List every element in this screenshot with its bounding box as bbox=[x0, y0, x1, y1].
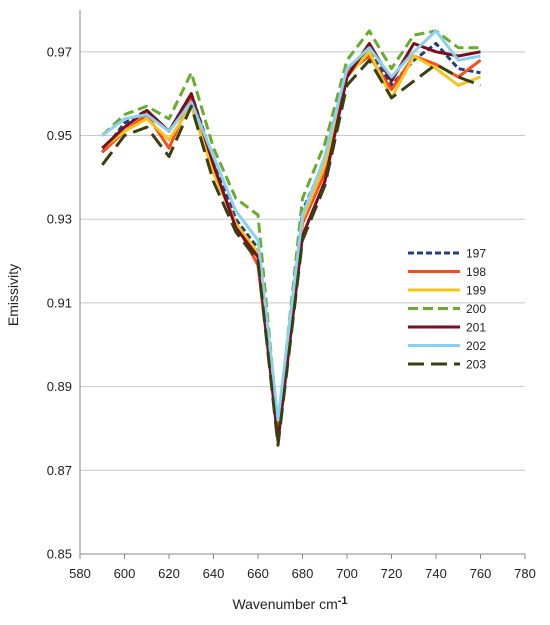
y-tick-label: 0.87 bbox=[47, 463, 72, 478]
x-axis-title-superscript: -1 bbox=[338, 595, 348, 607]
series-line-199 bbox=[101, 50, 482, 426]
x-tick-label: 760 bbox=[470, 566, 492, 581]
series-line-200 bbox=[101, 29, 481, 430]
x-tick-label: 780 bbox=[514, 566, 536, 581]
legend-label-199: 199 bbox=[466, 284, 486, 298]
y-tick-label: 0.93 bbox=[47, 212, 72, 227]
x-tick-label: 720 bbox=[381, 566, 403, 581]
y-tick-label: 0.97 bbox=[47, 44, 72, 59]
y-tick-label: 0.91 bbox=[47, 295, 72, 310]
y-tick-label: 0.95 bbox=[47, 128, 72, 143]
series-line-203 bbox=[101, 58, 482, 447]
x-tick-label: 600 bbox=[114, 566, 136, 581]
series-line-201 bbox=[101, 42, 481, 443]
legend-label-201: 201 bbox=[466, 321, 486, 335]
series-line-202 bbox=[101, 29, 481, 422]
series-line-197 bbox=[101, 42, 481, 439]
y-axis-title: Emissivity bbox=[5, 264, 21, 326]
legend-label-203: 203 bbox=[466, 358, 486, 372]
x-tick-label: 700 bbox=[336, 566, 358, 581]
x-tick-label: 660 bbox=[247, 566, 269, 581]
x-axis-title-main: Wavenumber cm bbox=[232, 596, 337, 612]
y-tick-label: 0.85 bbox=[47, 547, 72, 562]
x-tick-label: 680 bbox=[292, 566, 314, 581]
x-tick-label: 740 bbox=[425, 566, 447, 581]
legend-label-202: 202 bbox=[466, 339, 486, 353]
series-layer bbox=[101, 29, 482, 447]
legend-label-197: 197 bbox=[466, 247, 486, 261]
legend: 197 198 199 200 201 202 203 bbox=[408, 247, 486, 372]
legend-label-200: 200 bbox=[466, 302, 486, 316]
x-tick-label: 640 bbox=[203, 566, 225, 581]
legend-label-198: 198 bbox=[466, 265, 486, 279]
x-tick-label: 620 bbox=[158, 566, 180, 581]
x-tick-label: 580 bbox=[69, 566, 91, 581]
y-tick-label: 0.89 bbox=[47, 379, 72, 394]
x-axis-title: Wavenumber cm-1 bbox=[232, 595, 347, 612]
axes-layer: 0.85 0.87 0.89 0.91 0.93 0.95 0.97 580 600 620 640… bbox=[47, 10, 536, 581]
